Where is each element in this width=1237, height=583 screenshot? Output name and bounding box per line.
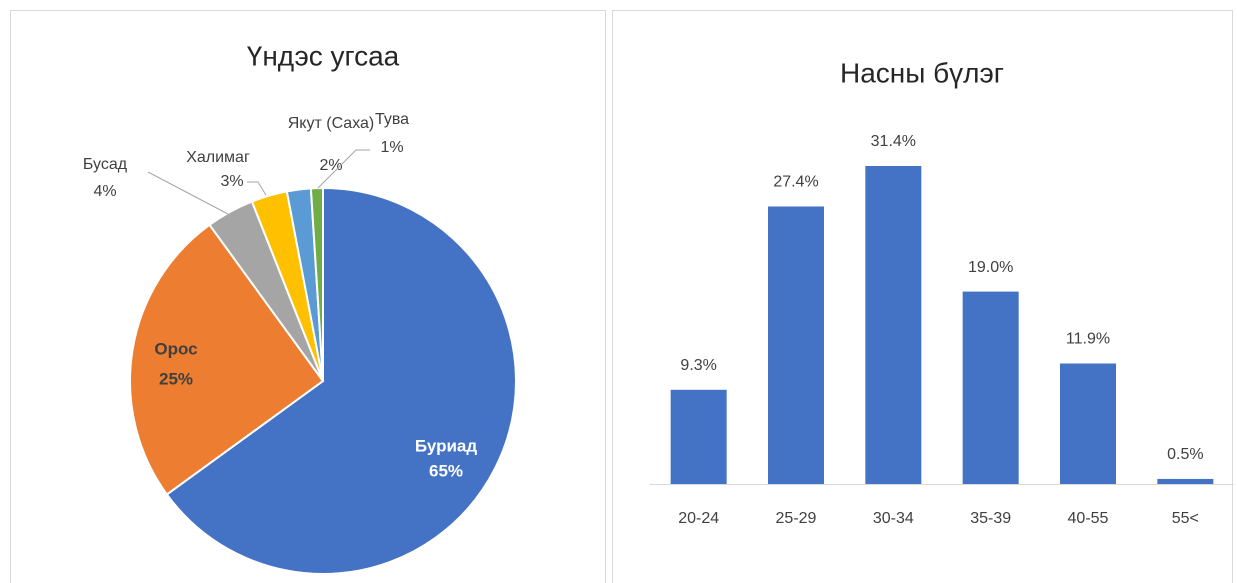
x-tick-label: 35-39 bbox=[970, 510, 1011, 527]
x-tick-label: 55< bbox=[1172, 510, 1199, 527]
x-tick-label: 20-24 bbox=[678, 510, 719, 527]
bar bbox=[962, 291, 1019, 484]
bar-panel bbox=[612, 10, 1233, 583]
bar-value-label: 9.3% bbox=[680, 357, 716, 374]
slice-label: Буриад bbox=[415, 436, 478, 455]
bar-value-label: 0.5% bbox=[1167, 446, 1203, 463]
bar-value-label: 19.0% bbox=[968, 259, 1013, 276]
slice-label: Тува bbox=[375, 111, 409, 128]
pie-slice bbox=[129, 223, 325, 496]
slice-label: Якут (Саха) bbox=[288, 115, 375, 132]
slice-value-label: 25% bbox=[159, 369, 193, 388]
x-tick-label: 25-29 bbox=[776, 510, 817, 527]
pie-slice bbox=[309, 186, 324, 382]
slice-label: Халимаг bbox=[186, 149, 250, 166]
slice-label: Орос bbox=[154, 339, 197, 358]
slice-value-label: 4% bbox=[93, 183, 116, 200]
bar bbox=[1157, 478, 1214, 484]
bar-value-label: 31.4% bbox=[871, 133, 916, 150]
x-tick-label: 40-55 bbox=[1068, 510, 1109, 527]
slice-value-label: 1% bbox=[380, 139, 403, 156]
slice-value-label: 2% bbox=[319, 157, 342, 174]
leader-line bbox=[147, 171, 229, 215]
bar-title: Насны бүлэг bbox=[840, 57, 1004, 88]
leader-line bbox=[317, 149, 370, 189]
pie-title: Үндэс угсаа bbox=[247, 40, 400, 71]
pie-slice bbox=[165, 186, 517, 575]
bar-value-label: 27.4% bbox=[773, 174, 818, 191]
slice-label: Бусад bbox=[83, 156, 128, 173]
leader-line bbox=[247, 181, 267, 196]
bar bbox=[670, 389, 727, 484]
bar bbox=[768, 206, 824, 484]
slice-value-label: 65% bbox=[429, 461, 463, 480]
bar bbox=[865, 166, 922, 484]
slice-value-label: 3% bbox=[220, 173, 243, 190]
bar bbox=[1060, 363, 1116, 484]
x-tick-label: 30-34 bbox=[873, 510, 914, 527]
bar-value-label: 11.9% bbox=[1066, 331, 1110, 348]
